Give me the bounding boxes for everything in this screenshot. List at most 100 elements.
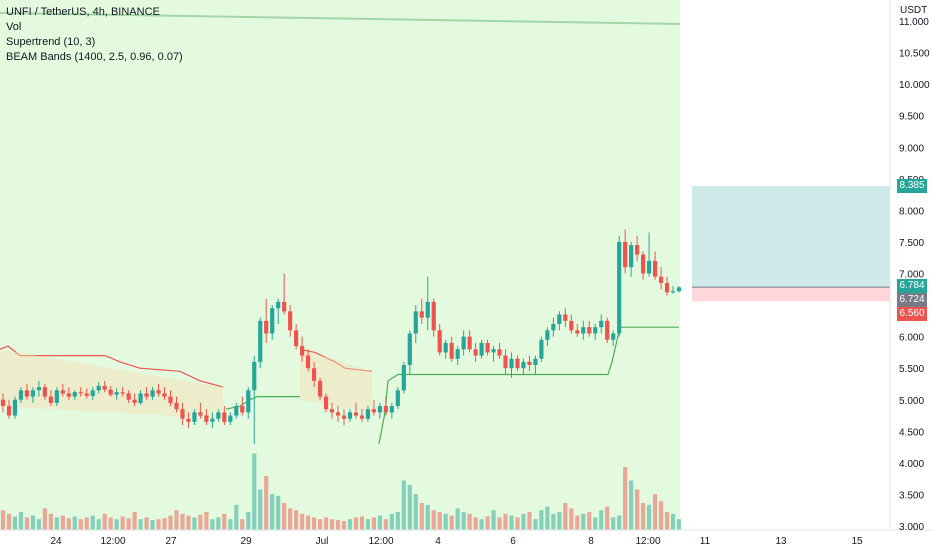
candle-body: [676, 287, 682, 292]
candle-body: [449, 342, 454, 359]
volume-bar: [78, 519, 83, 530]
candle-body: [18, 390, 24, 400]
candle-body: [204, 415, 209, 422]
candle-body: [545, 330, 550, 340]
symbol-title[interactable]: UNFI / TetherUS, 4h, BINANCE: [6, 6, 160, 18]
candle-body: [581, 327, 586, 334]
candle-body: [527, 361, 532, 366]
candle-body: [78, 392, 83, 394]
candle-body: [0, 399, 6, 407]
price-axis-label: 10.000: [899, 80, 930, 91]
time-axis-label: 27: [165, 536, 177, 547]
volume-bar: [24, 517, 30, 530]
price-axis-currency: USDT: [900, 5, 927, 16]
candle-body: [30, 390, 36, 397]
beam-band-fill: [0, 0, 680, 530]
time-axis-label: 12:00: [100, 536, 125, 547]
candle-body: [443, 342, 448, 353]
entry-price-tag: 6.784: [897, 279, 927, 293]
candle-body: [138, 393, 143, 403]
candle-body: [557, 314, 562, 324]
volume-bar: [228, 519, 233, 530]
volume-bar: [539, 510, 544, 530]
volume-bar: [294, 510, 299, 530]
volume-bar: [629, 480, 634, 530]
volume-bar: [288, 508, 293, 530]
candle-body: [72, 392, 77, 397]
volume-bar: [72, 516, 77, 530]
volume-bar: [431, 510, 436, 530]
volume-bar: [192, 517, 197, 530]
candle-body: [294, 330, 299, 347]
candle-body: [150, 390, 155, 397]
candle-body: [437, 330, 442, 353]
volume-bar: [599, 510, 604, 530]
price-axis-label: 5.000: [899, 396, 924, 407]
volume-bar: [401, 480, 406, 530]
indicator-beam-bands[interactable]: BEAM Bands (1400, 2.5, 0.96, 0.07): [6, 51, 183, 63]
candle-body: [599, 320, 604, 328]
price-axis-label: 3.000: [899, 522, 924, 533]
volume-bar: [407, 485, 412, 530]
candle-body: [48, 396, 53, 403]
volume-bar: [240, 519, 245, 530]
volume-bar: [258, 489, 263, 530]
candle-body: [132, 399, 137, 403]
candle-body: [467, 336, 472, 350]
volume-bar: [635, 489, 640, 530]
candle-body: [533, 358, 538, 366]
volume-bar: [611, 517, 616, 530]
price-axis-label: 5.500: [899, 364, 924, 375]
time-axis-label: 13: [775, 536, 787, 547]
indicator-supertrend[interactable]: Supertrend (10, 3): [6, 36, 96, 48]
candle-body: [587, 327, 592, 334]
price-axis-label: 4.000: [899, 459, 924, 470]
candle-body: [641, 254, 646, 274]
volume-bar: [389, 513, 394, 530]
candle-body: [455, 349, 460, 359]
candle-body: [216, 412, 221, 419]
volume-bar: [12, 516, 18, 530]
candle-body: [521, 361, 526, 369]
volume-bar: [527, 512, 532, 530]
volume-bar: [503, 513, 508, 530]
volume-bar: [557, 512, 562, 530]
candle-body: [670, 291, 676, 293]
candle-body: [102, 385, 107, 390]
volume-bar: [276, 495, 281, 530]
volume-bar: [335, 520, 341, 530]
volume-bar: [108, 517, 113, 530]
candle-body: [646, 260, 652, 274]
long-position-tool: [692, 186, 890, 302]
volume-bar: [658, 501, 664, 530]
candle-body: [144, 393, 149, 397]
candle-body: [120, 392, 125, 394]
volume-bar: [306, 515, 311, 530]
time-axis-label: Jul: [316, 536, 329, 547]
candle-body: [84, 393, 89, 396]
candle-body: [162, 393, 167, 397]
volume-bar: [371, 517, 376, 530]
volume-bar: [198, 514, 203, 530]
candle-body: [575, 330, 580, 334]
time-axis-label: 29: [240, 536, 252, 547]
volume-bar: [323, 517, 329, 530]
candle-body: [383, 406, 388, 413]
indicator-vol[interactable]: Vol: [6, 21, 22, 33]
volume-bar: [156, 519, 161, 530]
candle-body: [198, 412, 203, 416]
candle-body: [174, 402, 179, 410]
candle-body: [54, 390, 59, 403]
candle-body: [264, 320, 269, 334]
volume-bar: [365, 519, 371, 530]
volume-bar: [6, 513, 12, 530]
candle-body: [401, 365, 406, 391]
candle-body: [234, 406, 239, 416]
candle-body: [156, 390, 161, 394]
candle-body: [359, 415, 365, 419]
volume-bar: [623, 467, 628, 530]
volume-bar: [54, 517, 59, 530]
candle-body: [485, 342, 490, 353]
volume-bar: [551, 513, 556, 530]
